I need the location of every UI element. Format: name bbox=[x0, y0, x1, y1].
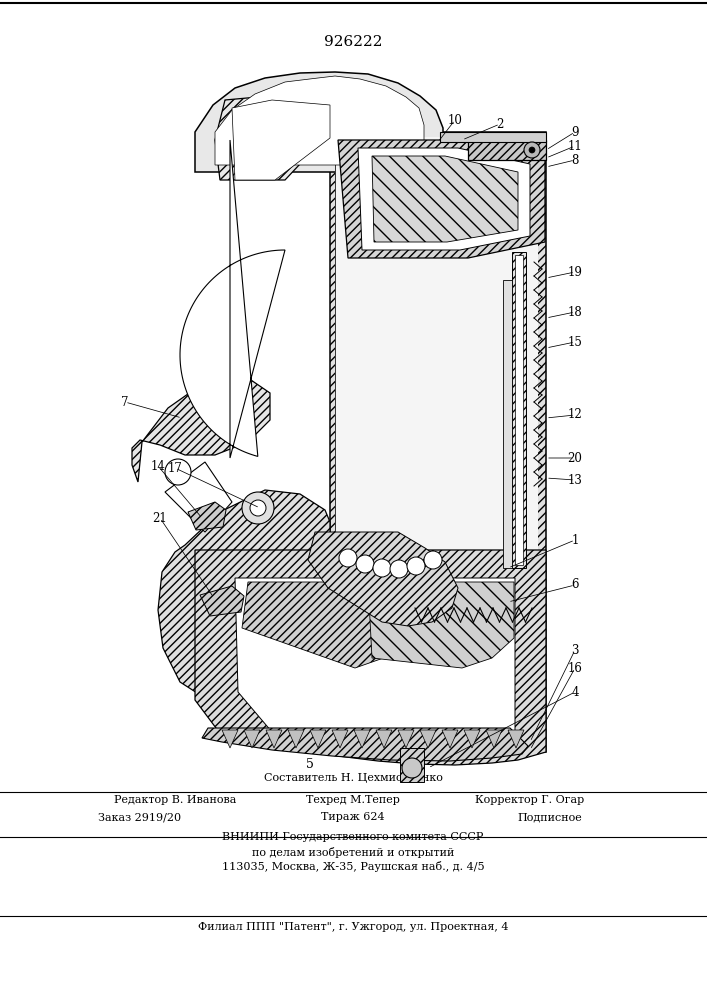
Text: 1: 1 bbox=[571, 534, 579, 546]
Text: по делам изобретений и открытий: по делам изобретений и открытий bbox=[252, 846, 454, 857]
Polygon shape bbox=[354, 730, 370, 748]
Text: 926222: 926222 bbox=[324, 35, 382, 49]
Polygon shape bbox=[195, 72, 443, 172]
Text: 2: 2 bbox=[496, 117, 503, 130]
Polygon shape bbox=[508, 730, 524, 748]
Polygon shape bbox=[398, 730, 414, 748]
Text: 14: 14 bbox=[151, 460, 165, 473]
Polygon shape bbox=[200, 586, 244, 616]
Polygon shape bbox=[215, 76, 424, 165]
Polygon shape bbox=[512, 252, 526, 568]
Text: 6: 6 bbox=[571, 578, 579, 591]
Polygon shape bbox=[158, 490, 330, 704]
Polygon shape bbox=[368, 582, 514, 668]
Polygon shape bbox=[372, 156, 518, 242]
Circle shape bbox=[529, 147, 535, 153]
Text: 9: 9 bbox=[571, 125, 579, 138]
Polygon shape bbox=[400, 748, 424, 782]
Text: Филиал ППП "Патент", г. Ужгород, ул. Проектная, 4: Филиал ППП "Патент", г. Ужгород, ул. Про… bbox=[198, 922, 508, 932]
Polygon shape bbox=[310, 730, 326, 748]
Polygon shape bbox=[188, 502, 226, 530]
Text: Подписное: Подписное bbox=[518, 812, 583, 822]
Polygon shape bbox=[376, 730, 392, 748]
Polygon shape bbox=[266, 730, 282, 748]
Text: Тираж 624: Тираж 624 bbox=[321, 812, 385, 822]
Polygon shape bbox=[468, 140, 546, 160]
Polygon shape bbox=[235, 578, 515, 753]
Polygon shape bbox=[358, 148, 530, 250]
Polygon shape bbox=[330, 132, 546, 752]
Polygon shape bbox=[335, 137, 538, 747]
Polygon shape bbox=[232, 100, 330, 180]
Polygon shape bbox=[515, 255, 523, 565]
Polygon shape bbox=[165, 462, 232, 532]
Text: ВНИИПИ Государственного комитета СССР: ВНИИПИ Государственного комитета СССР bbox=[222, 832, 484, 842]
Text: 5: 5 bbox=[306, 758, 314, 770]
Polygon shape bbox=[222, 730, 238, 748]
Text: 10: 10 bbox=[448, 113, 462, 126]
Polygon shape bbox=[332, 730, 348, 748]
Polygon shape bbox=[132, 378, 270, 482]
Circle shape bbox=[250, 500, 266, 516]
Polygon shape bbox=[242, 582, 418, 668]
Text: Редактор В. Иванова: Редактор В. Иванова bbox=[114, 795, 236, 805]
Text: 13: 13 bbox=[568, 474, 583, 487]
Polygon shape bbox=[308, 532, 458, 626]
Text: 15: 15 bbox=[568, 336, 583, 349]
Polygon shape bbox=[486, 730, 502, 748]
Circle shape bbox=[339, 549, 357, 567]
Polygon shape bbox=[202, 728, 528, 761]
Text: 11: 11 bbox=[568, 139, 583, 152]
Circle shape bbox=[524, 142, 540, 158]
Circle shape bbox=[402, 758, 422, 778]
Polygon shape bbox=[442, 730, 458, 748]
Text: Корректор Г. Огар: Корректор Г. Огар bbox=[475, 795, 585, 805]
Polygon shape bbox=[440, 132, 546, 142]
Circle shape bbox=[373, 559, 391, 577]
Polygon shape bbox=[195, 550, 546, 765]
Text: 7: 7 bbox=[121, 395, 129, 408]
Text: 20: 20 bbox=[568, 452, 583, 464]
Polygon shape bbox=[215, 95, 330, 180]
Text: 12: 12 bbox=[568, 408, 583, 422]
Text: Техред М.Тепер: Техред М.Тепер bbox=[306, 795, 400, 805]
Circle shape bbox=[424, 551, 442, 569]
Circle shape bbox=[356, 555, 374, 573]
Text: Заказ 2919/20: Заказ 2919/20 bbox=[98, 812, 182, 822]
Text: 18: 18 bbox=[568, 306, 583, 318]
Text: Составитель Н. Цехмистренко: Составитель Н. Цехмистренко bbox=[264, 773, 443, 783]
Text: 19: 19 bbox=[568, 265, 583, 278]
Circle shape bbox=[390, 560, 408, 578]
Polygon shape bbox=[180, 140, 285, 458]
Polygon shape bbox=[420, 730, 436, 748]
Circle shape bbox=[165, 459, 191, 485]
Polygon shape bbox=[338, 140, 545, 258]
Text: 8: 8 bbox=[571, 153, 579, 166]
Text: 4: 4 bbox=[571, 686, 579, 698]
Circle shape bbox=[242, 492, 274, 524]
Text: 113035, Москва, Ж-35, Раушская наб., д. 4/5: 113035, Москва, Ж-35, Раушская наб., д. … bbox=[222, 861, 484, 872]
Polygon shape bbox=[464, 730, 480, 748]
Polygon shape bbox=[288, 730, 304, 748]
Circle shape bbox=[407, 557, 425, 575]
Text: 17: 17 bbox=[168, 462, 182, 475]
Text: 16: 16 bbox=[568, 662, 583, 674]
Text: 21: 21 bbox=[153, 512, 168, 524]
Polygon shape bbox=[244, 730, 260, 748]
Polygon shape bbox=[503, 280, 512, 568]
Text: 3: 3 bbox=[571, 644, 579, 656]
